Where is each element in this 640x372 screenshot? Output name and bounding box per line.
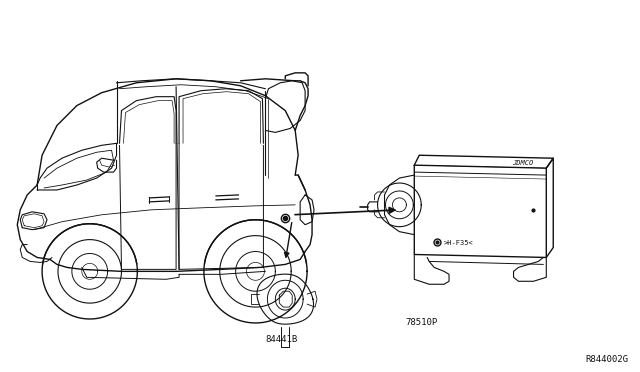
Text: 78510P: 78510P	[406, 318, 438, 327]
Text: 84441B: 84441B	[266, 335, 298, 344]
Text: R844002G: R844002G	[585, 355, 628, 364]
Text: >H-F35<: >H-F35<	[444, 240, 474, 246]
Text: JDMCO: JDMCO	[512, 160, 533, 166]
